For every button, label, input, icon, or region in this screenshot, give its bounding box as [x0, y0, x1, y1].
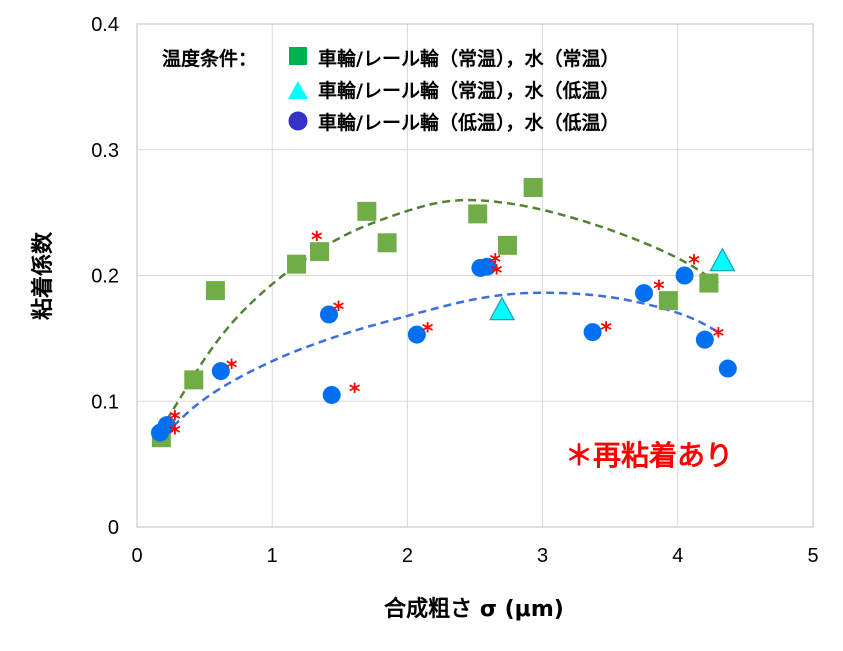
legend-marker-square [289, 47, 307, 65]
data-point-circle [319, 305, 338, 324]
readhesion-mark: * [422, 320, 434, 345]
y-tick-label: 0.4 [91, 14, 119, 36]
data-point-square [377, 233, 397, 253]
readhesion-mark: * [226, 356, 238, 381]
y-tick-label: 0.3 [91, 140, 119, 162]
trend-line-2 [163, 291, 719, 437]
readhesion-mark: * [653, 277, 665, 302]
readhesion-mark: * [490, 250, 502, 275]
data-point-triangle [709, 247, 736, 272]
y-tick-label: 0.1 [91, 391, 119, 413]
readhesion-marks: ************* [169, 228, 725, 447]
data-point-circle [695, 330, 714, 349]
readhesion-mark: * [491, 262, 503, 287]
readhesion-mark: * [311, 228, 323, 253]
y-tick-label: 0 [108, 517, 119, 539]
data-point-square [699, 273, 719, 293]
x-tick-label: 2 [402, 545, 413, 567]
data-point-square [357, 201, 377, 221]
data-point-circle [583, 323, 602, 342]
x-tick-label: 4 [672, 545, 683, 567]
axes [136, 23, 814, 528]
data-point-circle [635, 284, 653, 303]
data-point-triangle [489, 296, 516, 321]
readhesion-mark: * [349, 380, 361, 405]
readhesion-mark: * [600, 318, 612, 343]
x-tick-label: 0 [131, 545, 142, 567]
data-point-circle [675, 266, 694, 285]
data-point-square [310, 242, 330, 262]
data-point-circle [478, 257, 497, 276]
plot-frame [136, 23, 814, 528]
data-point-square [658, 291, 678, 311]
legend-marker-triangle [288, 81, 308, 99]
x-tick-label: 5 [807, 545, 818, 567]
data-point-circle [157, 416, 176, 435]
readhesion-mark: * [688, 252, 700, 277]
y-tick-label: 0.2 [91, 266, 119, 288]
x-tick-label: 3 [537, 545, 548, 567]
data-point-square [287, 254, 307, 274]
data-point-circle [718, 359, 737, 378]
data-point-circle [407, 325, 426, 344]
readhesion-note: ＊再粘着あり [565, 439, 733, 472]
trend-lines [163, 198, 720, 437]
legend-marker-circle [288, 111, 308, 131]
tick-labels: 0 1 2 3 4 5 0 0.1 0.2 0.3 0.4 [91, 14, 818, 567]
x-axis-label: 合成粗さ σ (μm) [384, 596, 564, 622]
trend-line-1 [165, 198, 720, 421]
data-point-square [205, 281, 225, 301]
legend-entry-2: 車輪/レール輪（常温），水（低温） [318, 79, 619, 102]
x-tick-label: 1 [267, 545, 278, 567]
data-point-square [497, 235, 517, 255]
readhesion-mark: * [169, 408, 181, 433]
data-points [150, 177, 737, 448]
data-point-square [184, 370, 204, 390]
data-point-square [523, 177, 543, 197]
data-point-square [468, 204, 488, 224]
legend-title: 温度条件： [162, 47, 257, 70]
readhesion-mark: * [169, 421, 181, 446]
grid-lines [137, 23, 813, 527]
y-axis-label: 粘着係数 [30, 231, 56, 320]
readhesion-mark: * [333, 298, 345, 323]
data-point-circle [211, 362, 230, 381]
legend-entry-1: 車輪/レール輪（常温），水（常温） [318, 47, 619, 70]
legend: 温度条件： 車輪/レール輪（常温），水（常温） 車輪/レール輪（常温），水（低温… [162, 47, 619, 134]
readhesion-mark: * [713, 325, 725, 350]
legend-entry-3: 車輪/レール輪（低温），水（低温） [318, 111, 619, 134]
data-point-circle [322, 385, 341, 404]
